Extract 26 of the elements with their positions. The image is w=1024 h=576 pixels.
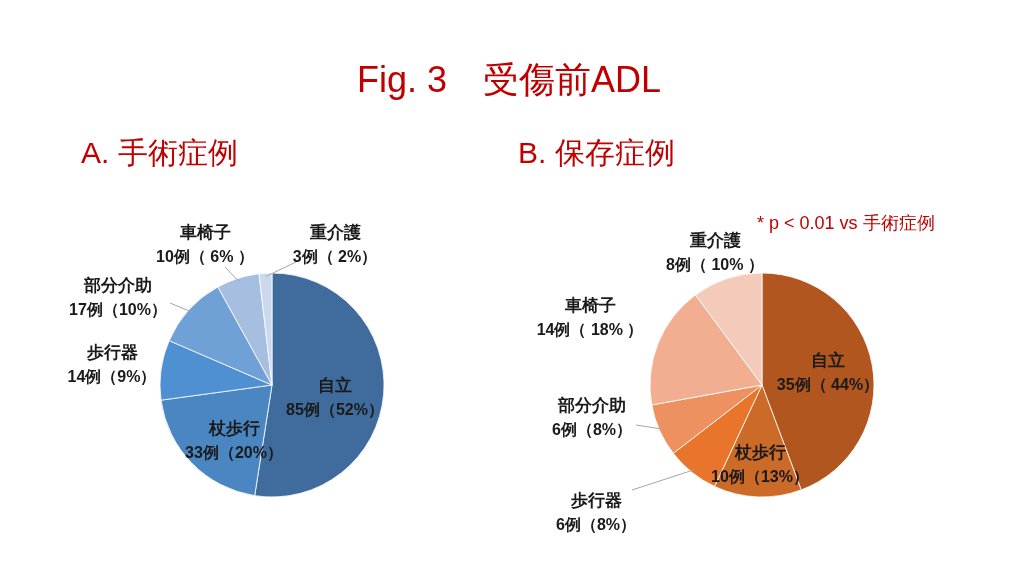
slice-label: 歩行器 [85,342,138,362]
chart-subtitle: A. 手術症例 [81,135,238,169]
slice-label: 自立 [318,375,352,395]
slice-label: 車椅子 [178,222,231,242]
data-label: 14例（9%） [67,367,157,386]
slice-label: 歩行器 [569,490,622,510]
slice-label: 杖歩行 [207,418,260,438]
slice-label: 重介護 [308,222,361,242]
data-label: 3例（ 2%） [292,247,378,266]
data-label: 35例（ 44%） [776,375,880,394]
data-label: 10例（ 6% ） [156,247,254,266]
text: * p < 0.01 vs 手術症例 [757,213,935,233]
data-label: 14例（ 18% ） [536,320,644,339]
slice-label: 部分介助 [83,275,152,295]
data-label: 17例（10%） [69,300,167,319]
data-label: 6例（8%） [555,515,637,534]
slice-label: 杖歩行 [733,442,786,462]
data-label: 85例（52%） [286,400,384,419]
text: Fig. 3 受傷前ADL [356,58,662,100]
data-label: 6例（8%） [551,420,633,439]
data-label: 8例（ 10% ） [666,255,764,274]
slice-label: 部分介助 [557,395,626,415]
chart-subtitle: B. 保存症例 [518,135,675,169]
slice-label: 重介護 [688,230,741,250]
slice-label: 車椅子 [563,295,616,315]
slice-label: 自立 [811,350,845,370]
